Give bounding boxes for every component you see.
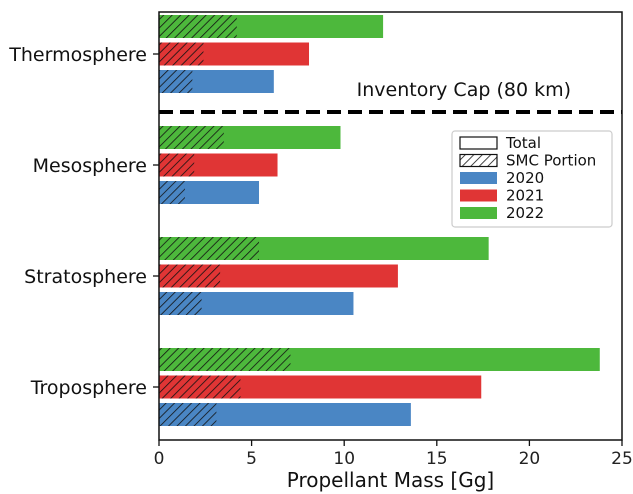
bar-smc-mesosphere-2020 — [159, 181, 185, 204]
y-tick-label: Mesosphere — [33, 155, 147, 177]
legend-label: SMC Portion — [506, 152, 596, 170]
x-tick-label: 15 — [426, 449, 448, 469]
bar-smc-mesosphere-2022 — [159, 126, 224, 149]
legend-label: 2022 — [506, 204, 544, 222]
bar-smc-stratosphere-2021 — [159, 264, 221, 288]
bar-smc-thermosphere-2022 — [159, 15, 237, 38]
y-tick-label: Troposphere — [30, 377, 147, 399]
bar-smc-stratosphere-2022 — [159, 237, 260, 260]
x-tick-label: 10 — [333, 449, 355, 469]
inventory-cap-label: Inventory Cap (80 km) — [357, 79, 571, 101]
legend-label: 2020 — [506, 169, 544, 187]
bar-smc-troposphere-2022 — [159, 348, 291, 371]
plot-frame — [158, 11, 623, 441]
bar-total-stratosphere-2020 — [159, 292, 354, 315]
legend-swatch — [459, 153, 498, 168]
bars-group — [159, 15, 600, 426]
x-tick-label: 0 — [154, 449, 165, 469]
x-tick-label: 25 — [611, 449, 633, 469]
bar-total-troposphere-2020 — [159, 403, 411, 426]
legend-label: 2021 — [506, 187, 544, 205]
x-tick-label: 20 — [519, 449, 541, 469]
legend-label: Total — [505, 134, 541, 152]
legend-swatch — [459, 136, 498, 150]
x-axis-title: Propellant Mass [Gg] — [287, 468, 494, 492]
y-tick-label: Thermosphere — [8, 44, 147, 66]
y-tick-label: Stratosphere — [24, 266, 147, 288]
bar-smc-thermosphere-2020 — [159, 70, 193, 93]
x-axis-ticks: 0 5 10 15 20 25 — [154, 440, 633, 469]
bar-smc-thermosphere-2021 — [159, 42, 204, 66]
bar-smc-troposphere-2020 — [159, 403, 217, 426]
bar-smc-mesosphere-2021 — [159, 153, 195, 177]
y-axis-categories: Thermosphere Mesosphere Stratosphere Tropos… — [8, 44, 159, 399]
bar-smc-troposphere-2021 — [159, 375, 241, 399]
legend-swatch — [460, 189, 497, 202]
legend-swatch — [460, 172, 497, 184]
x-tick-label: 5 — [246, 449, 257, 469]
legend-swatch — [460, 207, 497, 219]
bar-smc-stratosphere-2020 — [159, 292, 202, 315]
